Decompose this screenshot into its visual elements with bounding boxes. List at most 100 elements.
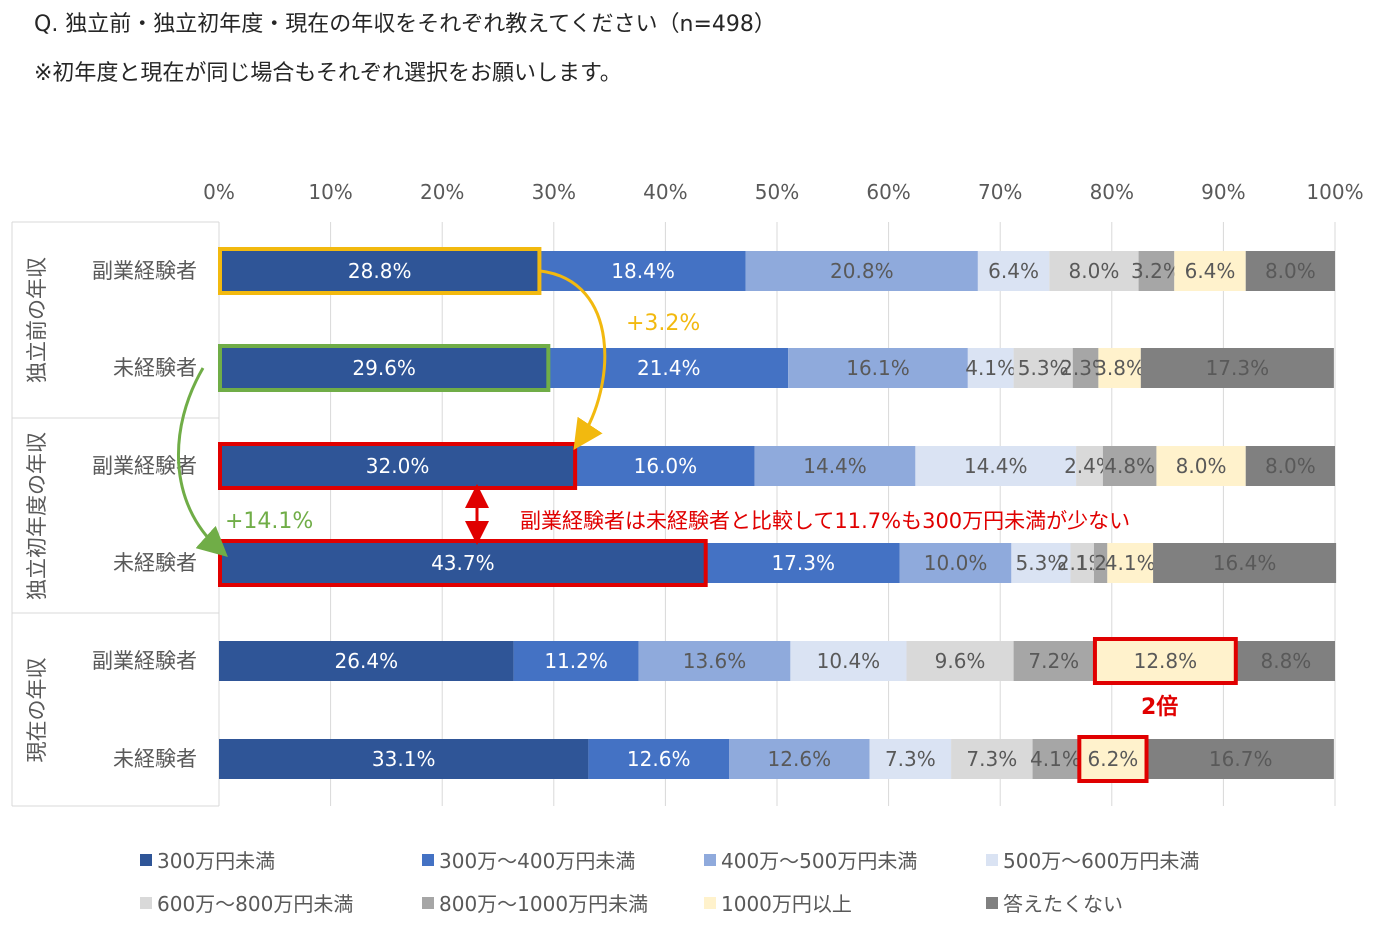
x-tick-label: 100% [1306, 180, 1363, 204]
data-label: 11.2% [544, 649, 608, 673]
row-label: 未経験者 [113, 356, 197, 380]
bar-segment [1076, 446, 1103, 486]
bar-segment [1049, 251, 1139, 291]
bar-segment [638, 641, 791, 681]
x-tick-label: 30% [532, 180, 576, 204]
legend-label: 800万～1000万円未満 [439, 892, 649, 916]
data-label: 4.8% [1104, 454, 1155, 478]
bar-segment [967, 348, 1014, 388]
bar-segment [745, 251, 978, 291]
legend-item: 600万～800万円未満 [140, 888, 353, 917]
bar-segment [219, 543, 707, 583]
x-tick-label: 10% [308, 180, 352, 204]
data-label: 26.4% [335, 649, 399, 673]
group-label: 独立初年度の年収 [25, 432, 49, 600]
bar-segment [1032, 739, 1079, 779]
x-tick-label: 0% [203, 180, 235, 204]
legend-label: 300万～400万円未満 [439, 849, 636, 873]
bar-segment [1236, 641, 1335, 681]
data-label: 10.0% [924, 551, 988, 575]
data-label: 10.4% [817, 649, 881, 673]
data-label: 18.4% [611, 259, 675, 283]
red-highlight-box [1077, 735, 1149, 783]
legend-swatch [986, 896, 998, 909]
data-label: 16.7% [1209, 747, 1273, 771]
bar-segment [729, 739, 870, 779]
bar-segment [1011, 543, 1071, 583]
bar-segment [788, 348, 968, 388]
data-label: 8.0% [1069, 259, 1120, 283]
yellow-diff-annotation: +3.2% [626, 311, 700, 336]
data-label: 14.4% [964, 454, 1028, 478]
question-title: Q. 独立前・独立初年度・現在の年収をそれぞれ教えてください（n=498） [34, 12, 776, 37]
legend-label: 1000万円以上 [721, 892, 852, 916]
highlight-boxes [176, 247, 1238, 783]
data-label: 17.3% [771, 551, 835, 575]
data-label: 3.8% [1094, 356, 1145, 380]
row-label: 未経験者 [113, 747, 197, 771]
data-label: 4.1% [1030, 747, 1081, 771]
green-arrow [176, 367, 228, 558]
data-label: 6.4% [1185, 259, 1236, 283]
bar-segment [1147, 739, 1334, 779]
bar-segment [513, 641, 639, 681]
bar-segment [1072, 348, 1099, 388]
bar-segment [1153, 543, 1337, 583]
red-highlight-box [218, 442, 578, 490]
legend-item: 800万～1000万円未満 [422, 888, 648, 917]
data-label: 16.4% [1213, 551, 1277, 575]
green-diff-annotation: +14.1% [225, 509, 313, 534]
legend-item: 1000万円以上 [704, 888, 852, 917]
bar-segment [219, 739, 589, 779]
legend-item: 答えたくない [986, 888, 1123, 917]
data-label: 17.3% [1206, 356, 1270, 380]
x-tick-label: 40% [643, 180, 687, 204]
category-frame [11, 221, 220, 807]
x-tick-label: 20% [420, 180, 464, 204]
x-tick-label: 80% [1090, 180, 1134, 204]
bar-segment [754, 446, 916, 486]
data-label: 6.2% [1088, 747, 1139, 771]
bar-segment [1245, 446, 1335, 486]
bar-segment [790, 641, 907, 681]
bar-segment [915, 446, 1077, 486]
yellow-highlight-box [218, 247, 542, 295]
data-label: 12.6% [768, 747, 832, 771]
green-highlight-box [218, 344, 551, 392]
bar-segment [1174, 251, 1246, 291]
question-note: ※初年度と現在が同じ場合もそれぞれ選択をお願いします。 [34, 61, 622, 86]
legend-swatch [140, 896, 152, 909]
bar-segment [219, 251, 541, 291]
data-label: 7.3% [885, 747, 936, 771]
data-label: 8.0% [1265, 259, 1316, 283]
data-label: 33.1% [372, 747, 436, 771]
data-label: 43.7% [431, 551, 495, 575]
legend-label: 600万～800万円未満 [157, 892, 354, 916]
legend-swatch [422, 853, 434, 866]
bar-segment [549, 348, 789, 388]
x-tick-label: 90% [1201, 180, 1245, 204]
row-label: 未経験者 [113, 551, 197, 575]
data-label: 5.3% [1018, 356, 1069, 380]
bar-segment [1093, 641, 1237, 681]
data-label: 32.0% [366, 454, 430, 478]
legend-swatch [704, 896, 716, 909]
gridlines [218, 222, 1336, 806]
data-label: 12.8% [1134, 649, 1198, 673]
legend-label: 答えたくない [1003, 892, 1123, 916]
data-label: 3.2% [1131, 259, 1182, 283]
legend-item: 300万～400万円未満 [422, 845, 635, 874]
legend-label: 500万～600万円未満 [1003, 849, 1200, 873]
legend-item: 500万～600万円未満 [986, 845, 1199, 874]
data-label: 21.4% [637, 356, 701, 380]
bar-segment [1245, 251, 1335, 291]
data-label: 6.4% [988, 259, 1039, 283]
legend-swatch [986, 853, 998, 866]
data-label: 16.1% [846, 356, 910, 380]
data-label: 9.6% [935, 649, 986, 673]
bar-segment [906, 641, 1014, 681]
data-label: 7.2% [1028, 649, 1079, 673]
x-axis-ticks: 0% 10% 20% 30% 40% 50% 60% 70% 80% 90% 100% [203, 180, 1363, 204]
bar-segment [706, 543, 900, 583]
